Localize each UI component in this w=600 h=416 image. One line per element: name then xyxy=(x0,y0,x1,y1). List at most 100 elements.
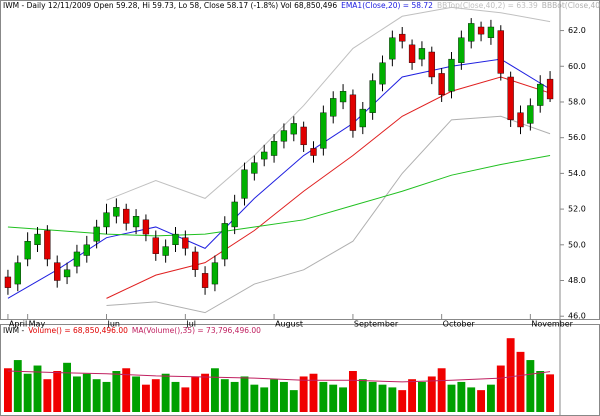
candle-body xyxy=(487,26,495,38)
candle-body xyxy=(270,141,278,156)
candle-body xyxy=(44,230,51,260)
candle-body xyxy=(320,112,327,149)
legend-entry: BBTop(Close,40,2) = 63.39 xyxy=(436,1,538,10)
volume-bar xyxy=(230,381,239,412)
x-tick-label: Jul xyxy=(185,320,196,329)
volume-bar xyxy=(151,379,160,412)
x-tick-label: April xyxy=(9,320,27,329)
x-tick-label: September xyxy=(354,320,399,329)
candle-body xyxy=(201,273,209,288)
volume-bar xyxy=(477,390,486,412)
volume-bar xyxy=(63,362,72,412)
volume-bar xyxy=(220,379,229,412)
volume-bar xyxy=(457,381,466,412)
volume-bar xyxy=(299,376,308,412)
volume-bar xyxy=(329,384,338,412)
volume-bar xyxy=(408,379,417,412)
candle-body xyxy=(339,91,347,103)
candle-body xyxy=(113,207,120,217)
volume-bar xyxy=(102,381,111,412)
candle-body xyxy=(546,78,554,100)
volume-bar xyxy=(82,373,91,412)
candle-body xyxy=(63,269,71,278)
volume-bar xyxy=(33,365,42,412)
volume-bar xyxy=(378,384,387,412)
volume-bar xyxy=(23,373,32,412)
candle-body xyxy=(83,244,90,256)
candle-body xyxy=(359,108,366,128)
x-tick-label: October xyxy=(443,320,476,329)
candle-body xyxy=(162,246,169,256)
volume-bar xyxy=(309,373,318,412)
volume-bar xyxy=(240,376,249,412)
candle-body xyxy=(73,251,81,267)
volume-bar xyxy=(496,365,505,412)
overlay-line xyxy=(106,115,551,314)
volume-bar xyxy=(43,379,52,412)
candle-body xyxy=(399,33,406,42)
volume-bar xyxy=(427,376,436,412)
volume-bar xyxy=(279,381,288,412)
candle-body xyxy=(349,94,357,131)
volume-bar xyxy=(72,376,81,412)
candle-body xyxy=(330,98,337,117)
candle-body xyxy=(221,223,228,260)
candle-body xyxy=(300,126,307,146)
volume-bar xyxy=(201,373,210,412)
header-text: IWM - Daily 12/11/2009 Open 59.28, Hi 59… xyxy=(3,1,338,10)
candle-body xyxy=(182,237,189,249)
candle-body xyxy=(172,233,179,246)
y-tick-label: 54.0 xyxy=(568,169,586,178)
volume-bar xyxy=(171,381,180,412)
candle-body xyxy=(537,83,544,106)
volume-bar xyxy=(3,368,12,412)
candle-body xyxy=(280,130,288,142)
volume-bar xyxy=(358,379,367,412)
volume-bar xyxy=(319,381,328,412)
price-frame xyxy=(0,0,600,320)
candle-body xyxy=(123,208,130,224)
candle-body xyxy=(231,201,238,228)
volume-bar xyxy=(250,384,259,412)
candle-body xyxy=(14,262,21,285)
y-tick-label: 52.0 xyxy=(568,205,586,214)
volume-ma-line xyxy=(7,370,551,383)
volume-bar xyxy=(417,381,426,412)
volume-bar xyxy=(339,387,348,412)
volume-bar xyxy=(289,390,298,412)
volume-bar xyxy=(467,387,476,412)
candle-body xyxy=(310,148,317,156)
volume-bar xyxy=(13,360,22,412)
volume-bar xyxy=(112,371,121,412)
volume-bar xyxy=(141,384,150,412)
candle-body xyxy=(497,30,504,74)
overlay-line xyxy=(7,58,551,299)
volume-header: IWM - Volume() = 68,850,496.00 MA(Volume()… xyxy=(3,326,265,336)
candle-body xyxy=(418,48,426,60)
volume-bar xyxy=(516,351,525,412)
candle-body xyxy=(468,23,475,42)
legend-entry: BBBot(Close,40,2) = 56.22 xyxy=(541,1,600,10)
volume-bar xyxy=(53,371,62,412)
candle-body xyxy=(54,262,61,281)
y-tick-label: 58.0 xyxy=(568,97,586,106)
volume-bar xyxy=(536,371,545,412)
legend-entry: Volume() = 68,850,496.00 xyxy=(28,326,128,335)
y-tick-label: 48.0 xyxy=(568,276,586,285)
volume-bar xyxy=(210,368,219,412)
candle-body xyxy=(477,26,485,35)
volume-bar xyxy=(92,379,101,412)
volume-bar xyxy=(447,384,456,412)
candle-body xyxy=(103,212,110,228)
volume-bar xyxy=(132,376,141,412)
candle-body xyxy=(517,112,524,128)
overlay-line xyxy=(7,155,551,237)
legend-entry: MA(Volume(),35) = 73,796,496.00 xyxy=(131,326,261,335)
candle-body xyxy=(428,51,435,78)
volume-bar xyxy=(270,379,279,412)
candle-body xyxy=(142,219,150,235)
y-tick-label: 50.0 xyxy=(568,240,586,249)
volume-bar xyxy=(260,387,269,412)
candle-body xyxy=(4,276,12,288)
